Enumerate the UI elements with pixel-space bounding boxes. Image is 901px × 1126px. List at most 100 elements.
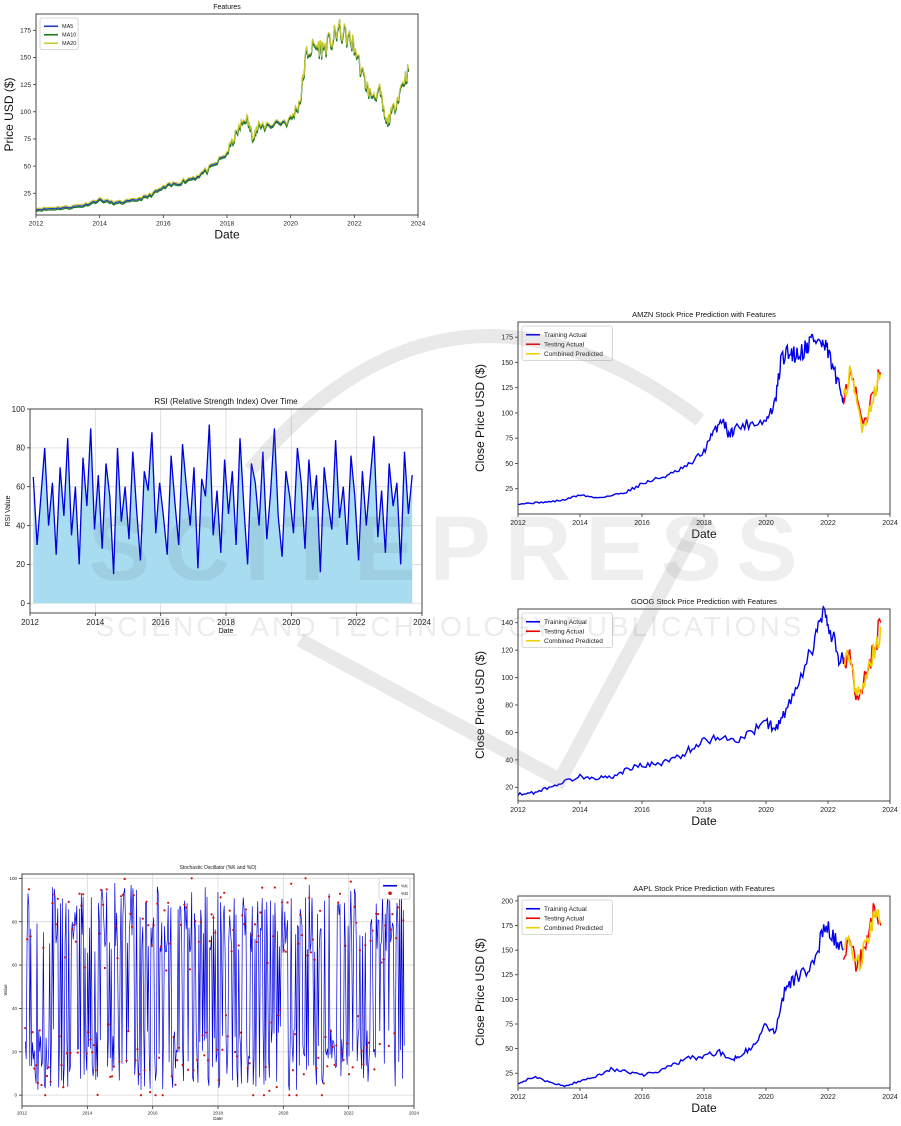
x-tick-label: 2018	[696, 807, 712, 814]
d-point	[47, 1066, 50, 1069]
d-point	[194, 920, 197, 923]
x-tick-label: 2024	[413, 618, 431, 627]
y-axis-label: Price USD ($)	[2, 77, 16, 151]
d-point	[340, 1050, 343, 1053]
d-point	[366, 1046, 369, 1049]
x-tick-label: 2014	[82, 1111, 93, 1116]
d-point	[391, 913, 394, 916]
d-point	[134, 1059, 137, 1062]
d-point	[338, 892, 342, 895]
y-axis-label: Close Price USD ($)	[473, 938, 487, 1046]
d-point	[351, 1066, 354, 1069]
d-point	[67, 900, 70, 903]
x-tick-label: 2012	[29, 221, 44, 228]
legend-box	[378, 877, 411, 900]
d-point	[264, 1065, 267, 1069]
d-point	[53, 893, 56, 896]
stochastic-chart: 2012 2014 2016 2018 2020 2022 2024 0 20 40 60 80 100…	[0, 862, 430, 1126]
d-point	[217, 1079, 220, 1082]
d-point	[232, 928, 235, 932]
d-point	[322, 1082, 325, 1085]
x-tick-label: 2016	[634, 520, 650, 527]
d-point	[179, 923, 182, 926]
d-point	[80, 904, 83, 907]
legend-label: Testing Actual	[544, 342, 585, 349]
d-point	[103, 966, 106, 970]
y-tick-label: 100	[501, 410, 513, 417]
d-point	[118, 1060, 121, 1063]
d-point	[147, 924, 150, 927]
d-point	[114, 925, 117, 928]
d-point	[252, 1094, 255, 1097]
d-point	[275, 1086, 278, 1089]
d-point	[181, 1063, 184, 1067]
x-tick-label: 2012	[510, 807, 526, 814]
d-point	[259, 911, 262, 914]
d-point	[109, 1075, 112, 1078]
d-point	[112, 1065, 115, 1068]
d-point	[262, 1094, 266, 1097]
d-point	[71, 928, 74, 931]
d-point	[241, 914, 244, 917]
d-point	[362, 1063, 365, 1066]
d-point	[315, 1067, 318, 1070]
d-point	[87, 1031, 90, 1034]
y-tick-label: 75	[24, 136, 32, 143]
d-point	[342, 1058, 345, 1061]
x-tick-label: 2012	[21, 618, 39, 627]
x-axis-label: Date	[691, 527, 717, 541]
d-point	[141, 917, 144, 920]
x-tick-label: 2020	[758, 520, 774, 527]
d-point	[308, 896, 311, 899]
d-point	[91, 1051, 94, 1054]
y-tick-label: 175	[501, 335, 513, 342]
d-point	[328, 895, 331, 898]
d-point	[230, 950, 233, 953]
d-point	[293, 1033, 296, 1036]
x-axis-label: Date	[214, 228, 240, 242]
d-point	[62, 1086, 65, 1089]
legend-box	[521, 899, 613, 935]
x-tick-label: 2022	[348, 618, 366, 627]
legend-label: MA10	[62, 33, 76, 39]
d-point	[120, 895, 123, 898]
d-point	[203, 1054, 206, 1057]
x-tick-label: 2024	[882, 520, 898, 527]
x-tick-label: 2022	[347, 221, 362, 228]
chart-title: RSI (Relative Strength Index) Over Time	[154, 397, 298, 406]
series-line-training-actual	[517, 605, 845, 796]
d-point	[201, 1034, 204, 1037]
d-point	[221, 1048, 224, 1051]
goog-chart-svg: 2012 2014 2016 2018 2020 2022 2024 20 40 60 80 100 1…	[473, 597, 898, 828]
stochastic-chart-svg: 2012 2014 2016 2018 2020 2022 2024 0 20 40 60 80 100…	[3, 865, 420, 1121]
d-point	[129, 912, 132, 915]
d-point	[31, 1031, 34, 1034]
d-point	[49, 1080, 52, 1083]
x-tick-label: 2018	[696, 1094, 712, 1101]
d-point	[239, 1031, 242, 1034]
series-line-combined-predicted	[842, 365, 882, 433]
d-point	[300, 934, 304, 937]
d-point	[105, 888, 108, 891]
series-line-ma20	[35, 18, 410, 210]
d-point	[357, 1015, 360, 1018]
d-point	[367, 1041, 370, 1044]
x-tick-label: 2020	[758, 807, 774, 814]
d-point	[214, 931, 217, 934]
d-point	[165, 969, 168, 972]
d-point	[98, 932, 101, 935]
d-point	[199, 921, 202, 924]
d-point	[73, 923, 76, 927]
d-point	[326, 1065, 329, 1068]
d-point	[248, 1062, 251, 1065]
d-point	[170, 1075, 173, 1078]
d-point	[208, 940, 211, 943]
d-point	[132, 894, 135, 897]
d-point	[382, 958, 385, 961]
d-point	[333, 1063, 336, 1066]
d-point	[284, 950, 287, 953]
d-point	[253, 923, 257, 926]
y-tick-label: 125	[20, 82, 31, 89]
y-tick-label: 50	[505, 1046, 513, 1053]
d-point	[183, 903, 186, 906]
